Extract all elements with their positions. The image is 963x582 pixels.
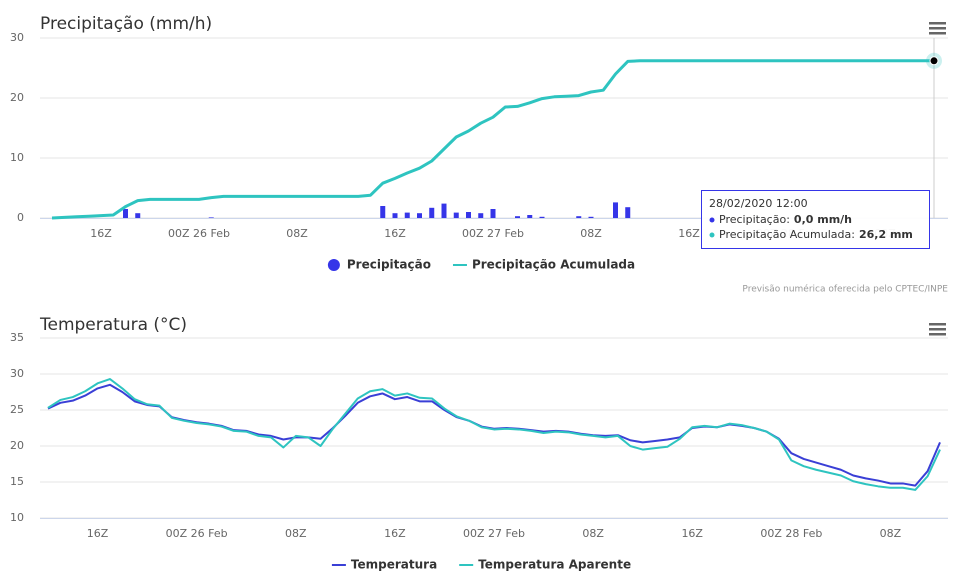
tooltip-name: Precipitação:	[719, 213, 790, 226]
bar	[441, 203, 447, 218]
bar	[613, 202, 618, 218]
x-tick-label: 16Z	[87, 527, 109, 540]
tooltip-name: Precipitação Acumulada:	[719, 228, 855, 241]
tooltip-value: 0,0 mm/h	[794, 213, 852, 226]
y-tick-label: 30	[10, 367, 24, 380]
y-tick-label: 25	[10, 403, 24, 416]
bar	[466, 212, 471, 218]
tooltip-box	[701, 190, 930, 249]
tooltip-dot	[709, 217, 715, 223]
bar	[490, 209, 496, 218]
bar	[453, 212, 459, 218]
y-tick-label: 15	[10, 475, 24, 488]
legend-label: Precipitação	[347, 258, 431, 272]
x-tick-label: 08Z	[285, 527, 307, 540]
line	[47, 378, 941, 491]
y-tick-label: 0	[17, 211, 24, 224]
x-tick-label: 08Z	[880, 527, 902, 540]
bar	[417, 213, 422, 218]
legend-symbol	[327, 259, 340, 271]
bar	[429, 207, 435, 218]
chart-title: Temperatura (°C)	[39, 315, 187, 335]
bar	[576, 216, 582, 218]
menu-icon[interactable]	[929, 323, 946, 336]
legend: Precipitação Precipitação Acumulada	[327, 258, 635, 272]
hover-point	[929, 56, 939, 66]
legend-label: Temperatura	[351, 558, 437, 572]
bar	[478, 213, 484, 218]
bar	[380, 206, 386, 218]
line	[51, 59, 934, 220]
bar	[539, 216, 545, 218]
x-tick-label: 16Z	[384, 527, 406, 540]
legend-label: Precipitação Acumulada	[472, 258, 635, 272]
x-tick-label: 08Z	[580, 227, 602, 240]
bar	[135, 213, 141, 218]
y-tick-label: 35	[10, 331, 24, 344]
menu-icon[interactable]	[929, 22, 946, 35]
bar	[404, 212, 410, 218]
tooltip-value: 26,2 mm	[859, 228, 913, 241]
bar	[392, 213, 398, 218]
x-tick-label: 00Z 28 Feb	[760, 527, 822, 540]
x-tick-label: 00Z 26 Feb	[168, 227, 230, 240]
x-tick-label: 00Z 27 Feb	[463, 527, 525, 540]
bar	[588, 216, 594, 218]
bar	[527, 215, 533, 218]
x-tick-label: 00Z 27 Feb	[462, 227, 524, 240]
line	[47, 383, 941, 487]
x-tick-label: 16Z	[681, 527, 703, 540]
x-tick-label: 16Z	[90, 227, 112, 240]
y-tick-label: 10	[10, 151, 24, 164]
x-tick-label: 16Z	[384, 227, 406, 240]
x-tick-label: 00Z 26 Feb	[166, 527, 228, 540]
bar	[123, 209, 128, 218]
bar	[208, 217, 214, 218]
y-tick-label: 30	[10, 31, 24, 44]
chart-title: Precipitação (mm/h)	[40, 14, 212, 34]
legend: Temperatura Temperatura Aparente	[331, 558, 631, 572]
tooltip-dot	[709, 232, 715, 238]
y-tick-label: 20	[10, 91, 24, 104]
x-tick-label: 08Z	[286, 227, 308, 240]
tooltip-title: 28/02/2020 12:00	[709, 197, 808, 210]
x-tick-label: 08Z	[582, 527, 604, 540]
y-tick-label: 20	[10, 439, 24, 452]
bar	[625, 207, 631, 218]
credit: Previsão numérica oferecida pelo CPTEC/I…	[742, 284, 948, 295]
y-tick-label: 10	[10, 511, 24, 524]
tooltip: 28/02/2020 12:00 Precipitação: 0,0 mm/h Pre…	[701, 190, 930, 249]
legend-label: Temperatura Aparente	[478, 558, 631, 572]
x-tick-label: 16Z	[678, 227, 700, 240]
bar	[515, 216, 520, 218]
